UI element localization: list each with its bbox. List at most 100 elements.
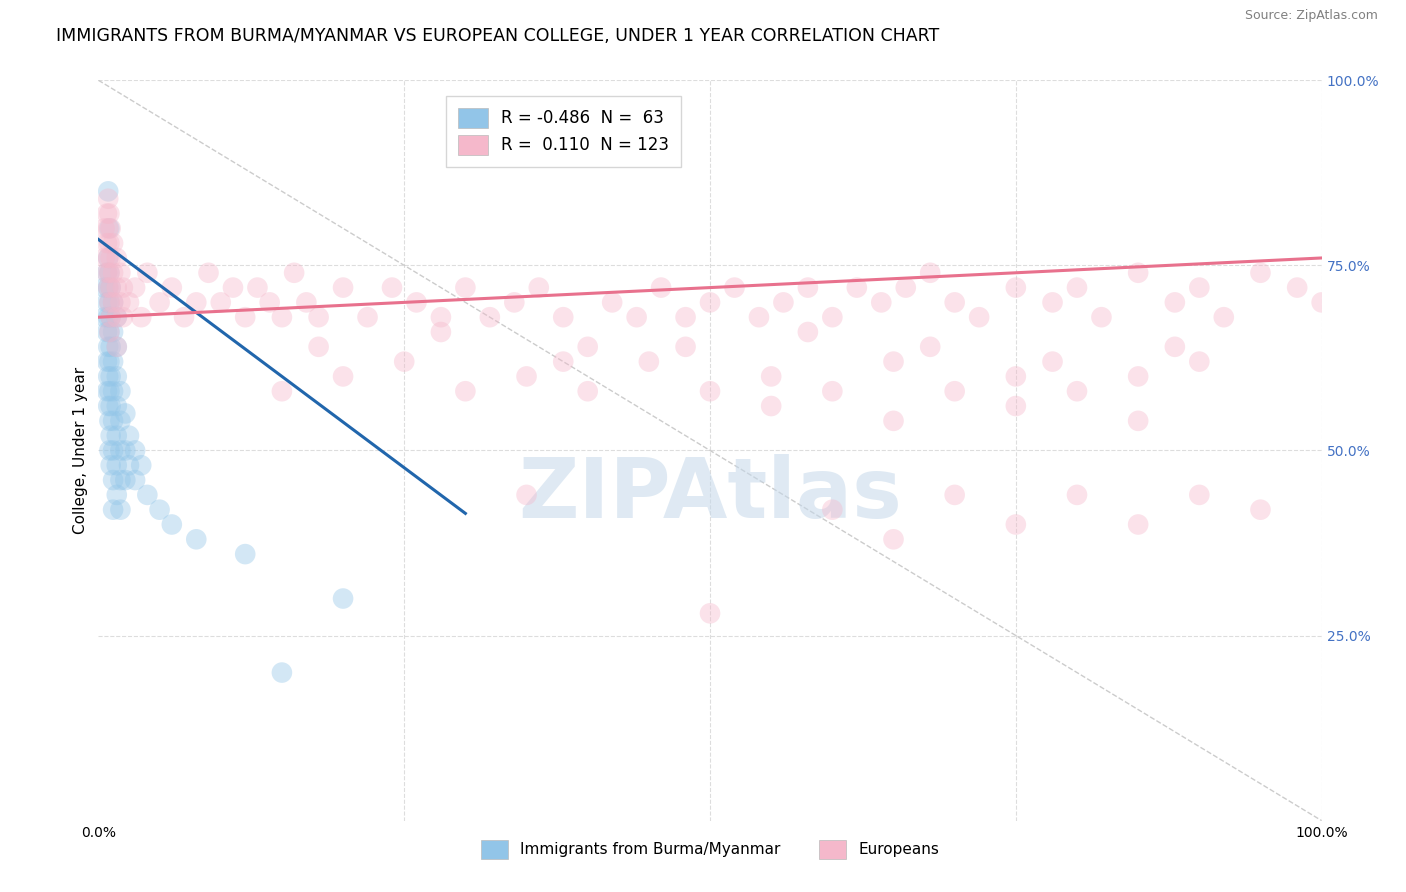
Point — [967, 310, 990, 325]
Point — [943, 488, 966, 502]
Point — [283, 266, 305, 280]
Point — [93, 221, 115, 235]
Point — [259, 295, 281, 310]
Point — [270, 310, 294, 325]
Point — [675, 340, 697, 354]
Point — [894, 280, 917, 294]
Point — [124, 473, 146, 487]
Point — [98, 236, 121, 251]
Point — [149, 502, 172, 516]
Text: Source: ZipAtlas.com: Source: ZipAtlas.com — [1244, 9, 1378, 22]
Point — [101, 354, 124, 368]
Point — [110, 266, 132, 280]
Point — [101, 295, 124, 310]
Point — [97, 184, 120, 198]
Point — [160, 517, 183, 532]
Point — [101, 443, 124, 458]
Point — [797, 280, 820, 294]
Point — [101, 502, 124, 516]
Point — [129, 458, 152, 473]
Point — [97, 280, 120, 294]
Point — [1249, 266, 1271, 280]
Point — [527, 280, 550, 294]
Point — [111, 310, 134, 325]
Point — [1164, 295, 1187, 310]
Point — [96, 354, 118, 368]
Point — [114, 443, 136, 458]
Point — [920, 266, 942, 280]
Point — [98, 266, 121, 280]
Point — [105, 369, 128, 384]
Point — [637, 354, 661, 368]
Point — [100, 428, 122, 442]
Point — [118, 458, 141, 473]
Point — [97, 340, 120, 354]
Point — [97, 251, 120, 265]
Point — [118, 295, 141, 310]
Point — [111, 280, 134, 294]
Point — [553, 310, 575, 325]
Point — [920, 340, 942, 354]
Point — [97, 251, 120, 265]
Point — [1188, 354, 1211, 368]
Point — [392, 354, 416, 368]
Point — [96, 384, 118, 399]
Point — [723, 280, 745, 294]
Point — [100, 369, 122, 384]
Point — [699, 607, 721, 621]
Point — [576, 384, 599, 399]
Point — [1004, 369, 1026, 384]
Point — [209, 295, 232, 310]
Point — [101, 266, 124, 280]
Point — [478, 310, 501, 325]
Point — [98, 354, 121, 368]
Point — [772, 295, 794, 310]
Point — [430, 325, 453, 339]
Point — [748, 310, 770, 325]
Point — [105, 280, 128, 294]
Point — [110, 384, 132, 399]
Point — [650, 280, 672, 294]
Point — [821, 502, 844, 516]
Point — [797, 325, 820, 339]
Point — [943, 384, 966, 399]
Point — [124, 443, 146, 458]
Point — [381, 280, 404, 294]
Point — [98, 295, 121, 310]
Point — [870, 295, 893, 310]
Point — [105, 310, 128, 325]
Point — [97, 399, 120, 413]
Point — [454, 280, 477, 294]
Point — [600, 295, 623, 310]
Point — [332, 280, 354, 294]
Point — [96, 266, 118, 280]
Point — [100, 310, 122, 325]
Point — [1128, 369, 1150, 384]
Point — [96, 295, 118, 310]
Point — [1042, 295, 1064, 310]
Point — [222, 280, 245, 294]
Point — [332, 369, 354, 384]
Point — [1164, 340, 1187, 354]
Point — [105, 458, 128, 473]
Point — [173, 310, 195, 325]
Point — [100, 280, 122, 294]
Point — [136, 266, 159, 280]
Point — [97, 369, 120, 384]
Point — [105, 340, 128, 354]
Point — [675, 310, 697, 325]
Point — [101, 473, 124, 487]
Point — [98, 384, 121, 399]
Point — [295, 295, 318, 310]
Point — [1004, 280, 1026, 294]
Point — [110, 443, 132, 458]
Point — [308, 310, 330, 325]
Point — [114, 473, 136, 487]
Point — [100, 458, 122, 473]
Point — [98, 206, 121, 220]
Point — [186, 533, 208, 547]
Point — [233, 310, 256, 325]
Point — [553, 354, 575, 368]
Point — [100, 280, 122, 294]
Point — [883, 533, 905, 547]
